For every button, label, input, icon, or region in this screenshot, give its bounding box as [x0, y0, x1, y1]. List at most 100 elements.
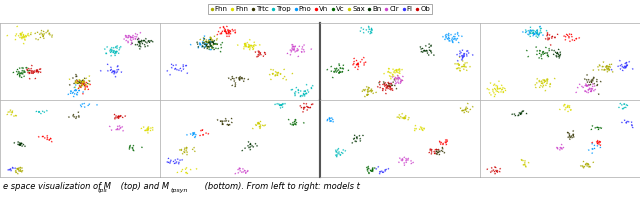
Point	[349, 134, 360, 137]
Point	[620, 65, 630, 69]
Point	[186, 168, 196, 171]
Point	[563, 34, 573, 37]
Point	[206, 37, 216, 40]
Point	[560, 108, 570, 111]
Point	[557, 143, 567, 146]
Point	[244, 45, 254, 48]
Point	[204, 48, 214, 51]
Point	[173, 158, 183, 161]
Point	[241, 45, 251, 48]
Point	[26, 71, 36, 75]
Point	[600, 65, 611, 69]
Point	[621, 121, 631, 124]
Point	[350, 139, 360, 143]
Point	[239, 47, 249, 50]
Point	[199, 46, 209, 50]
Point	[580, 90, 591, 93]
Point	[109, 49, 119, 52]
Point	[289, 120, 300, 123]
Point	[77, 80, 88, 83]
Point	[386, 82, 396, 86]
Point	[307, 87, 317, 90]
Point	[540, 79, 550, 82]
Point	[411, 127, 421, 130]
Point	[47, 34, 57, 37]
Point	[71, 73, 81, 76]
Point	[621, 65, 631, 68]
Point	[392, 77, 402, 80]
Point	[362, 166, 372, 169]
Point	[552, 146, 563, 150]
Point	[106, 48, 116, 51]
Point	[44, 32, 54, 35]
Point	[287, 48, 298, 51]
Point	[208, 46, 218, 49]
Point	[351, 63, 362, 66]
Point	[12, 73, 22, 76]
Point	[360, 95, 370, 98]
Point	[554, 55, 564, 58]
Point	[516, 111, 527, 114]
Point	[202, 47, 212, 50]
Point	[251, 124, 261, 127]
Point	[209, 35, 220, 38]
Point	[176, 170, 186, 173]
Point	[109, 71, 120, 74]
Point	[12, 167, 22, 170]
Point	[424, 151, 435, 154]
Point	[140, 129, 150, 132]
Point	[38, 34, 49, 38]
Point	[192, 41, 202, 44]
Point	[528, 31, 538, 34]
Point	[22, 66, 32, 70]
Point	[353, 63, 363, 66]
Point	[523, 29, 533, 32]
Point	[75, 85, 85, 88]
Point	[254, 50, 264, 53]
Point	[44, 138, 54, 141]
Point	[447, 40, 458, 43]
Point	[549, 49, 559, 52]
Point	[201, 132, 211, 135]
Point	[392, 74, 403, 77]
Point	[555, 146, 565, 149]
Point	[458, 49, 468, 52]
Point	[450, 33, 460, 36]
Point	[335, 66, 346, 69]
Point	[176, 148, 186, 151]
Point	[221, 32, 232, 35]
Point	[595, 63, 605, 67]
Point	[536, 84, 546, 87]
Point	[254, 122, 264, 125]
Point	[239, 169, 250, 172]
Point	[397, 68, 407, 71]
Point	[442, 139, 452, 143]
Point	[424, 43, 434, 46]
Point	[31, 68, 42, 72]
Point	[621, 65, 631, 69]
Point	[6, 167, 16, 171]
Point	[431, 152, 442, 155]
Point	[238, 167, 248, 171]
Point	[426, 149, 436, 152]
Point	[287, 49, 297, 52]
Point	[544, 37, 554, 40]
Point	[588, 124, 598, 128]
Point	[331, 150, 341, 153]
Point	[280, 75, 290, 78]
Point	[390, 71, 400, 74]
Point	[242, 41, 252, 44]
Point	[362, 88, 372, 91]
Point	[509, 112, 520, 116]
Point	[518, 30, 528, 34]
Point	[221, 32, 232, 35]
Point	[449, 38, 459, 41]
Point	[107, 71, 117, 74]
Point	[378, 87, 388, 91]
Point	[199, 41, 209, 44]
Point	[20, 39, 30, 42]
Point	[171, 63, 181, 67]
Point	[395, 70, 405, 73]
Point	[31, 110, 42, 113]
Point	[80, 88, 90, 91]
